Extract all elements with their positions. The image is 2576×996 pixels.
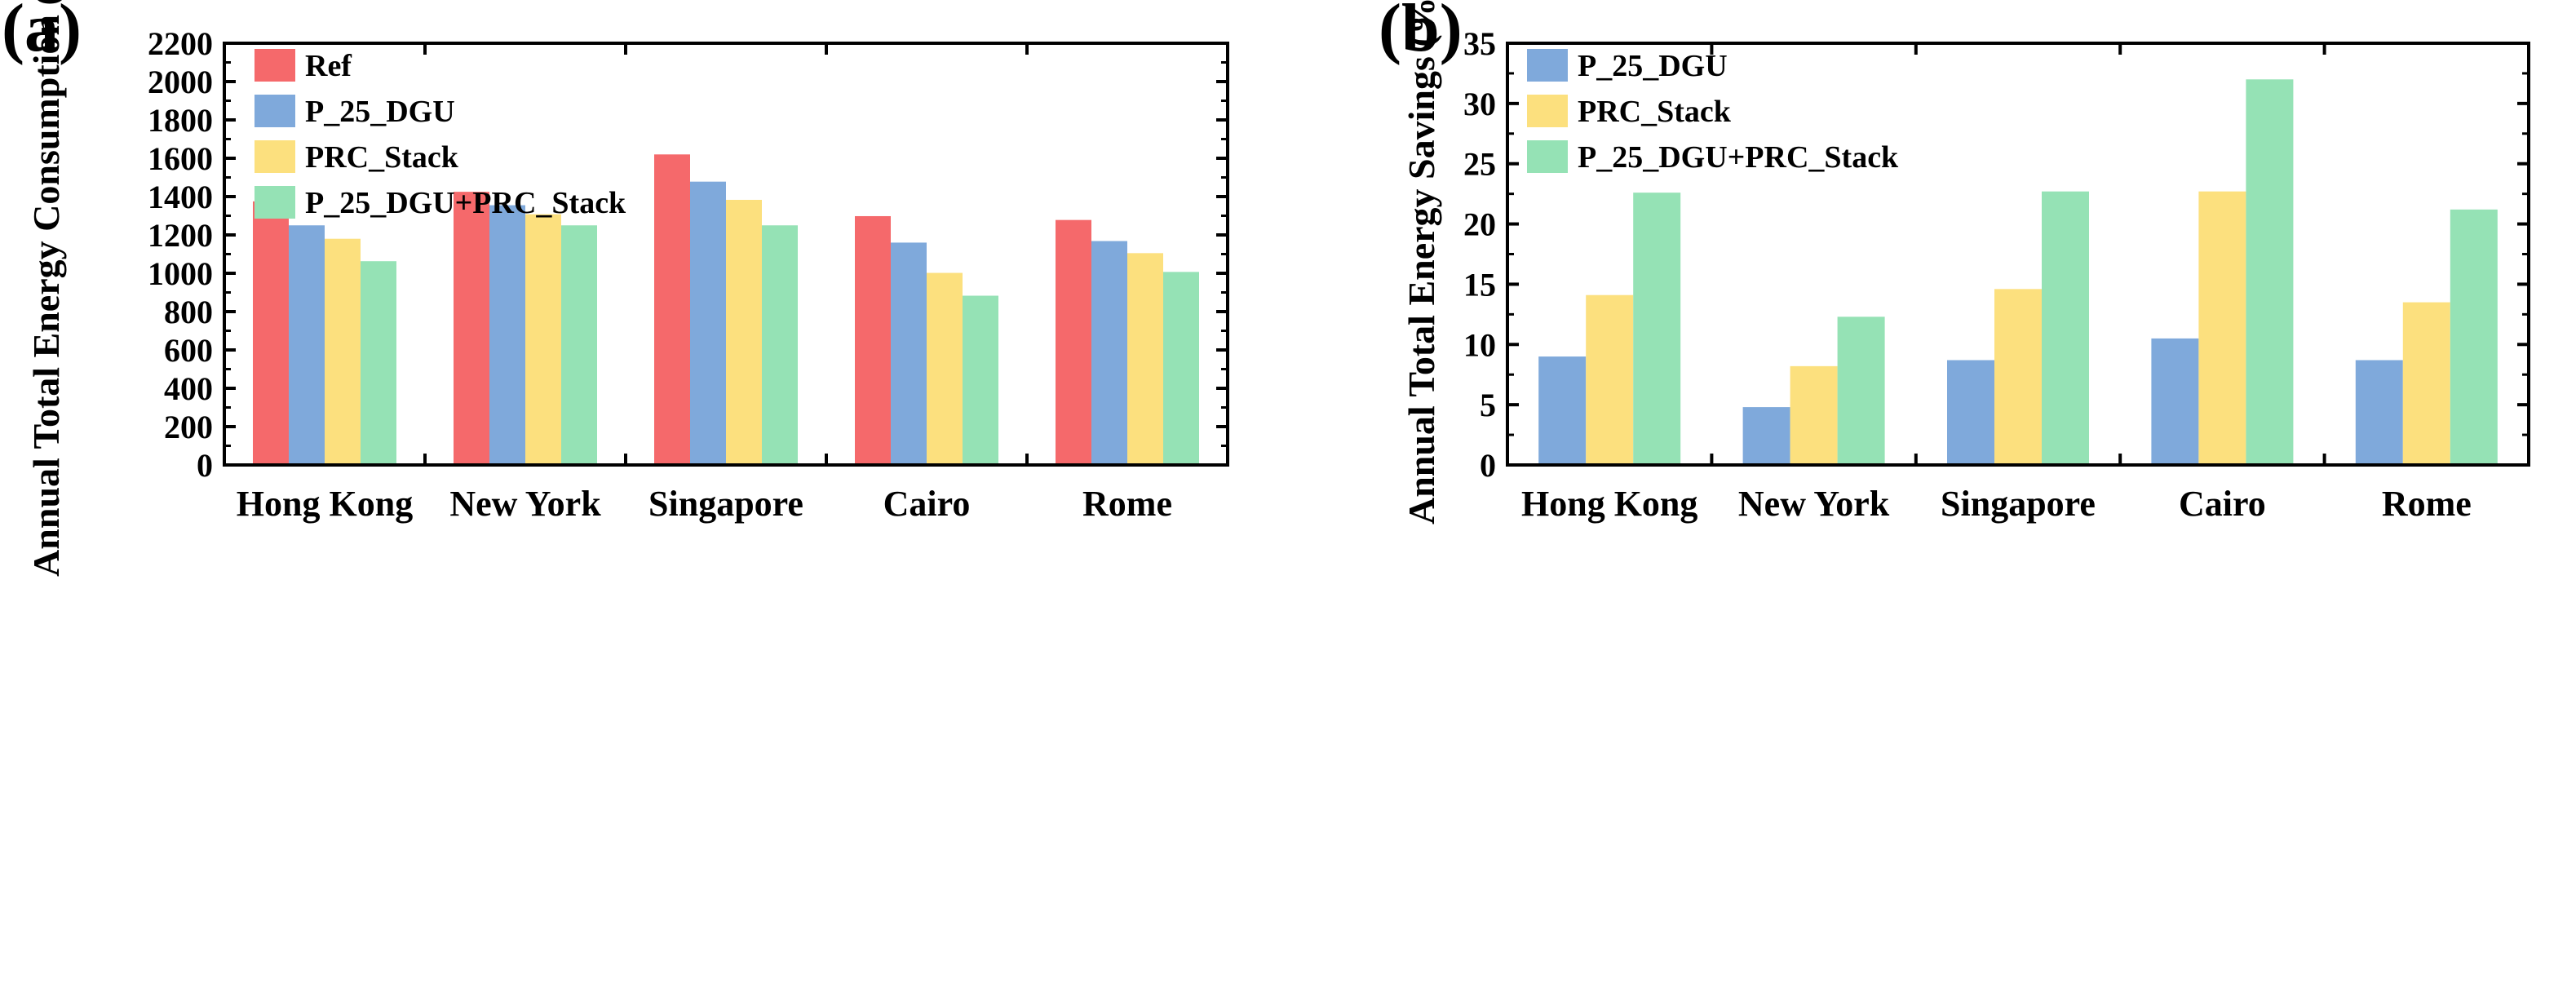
bar-PRC_Stack-Rome [2402, 302, 2450, 465]
x-category-label: Cairo [883, 484, 971, 524]
bar-P_25_DGU+PRC_Stack-Cairo [2246, 79, 2294, 466]
bar-P_25_DGU-Cairo [891, 242, 927, 465]
legend-swatch-P_25_DGU [255, 95, 295, 127]
bar-Ref-Singapore [654, 154, 690, 466]
legend-label: Ref [305, 49, 352, 83]
panel-label: (a) [2, 0, 82, 66]
bar-P_25_DGU+PRC_Stack-Cairo [963, 295, 998, 465]
bar-PRC_Stack-Cairo [927, 272, 963, 465]
x-category-label: New York [1738, 484, 1890, 524]
bar-P_25_DGU+PRC_Stack-New York [561, 225, 597, 465]
legend-label: P_25_DGU+PRC_Stack [1578, 140, 1899, 175]
y-tick-label: 0 [1480, 447, 1496, 484]
bar-P_25_DGU-New York [1742, 407, 1790, 465]
bar-PRC_Stack-Hong Kong [325, 238, 361, 465]
legend-swatch-Ref [255, 49, 295, 82]
bar-P_25_DGU+PRC_Stack-New York [1837, 317, 1885, 465]
y-tick-label: 25 [1463, 146, 1496, 183]
y-tick-label: 1800 [148, 102, 213, 139]
legend-swatch-P_25_DGU+PRC_Stack [255, 186, 295, 219]
y-tick-label: 30 [1463, 86, 1496, 122]
y-tick-label: 2000 [148, 64, 213, 100]
y-tick-label: 35 [1463, 25, 1496, 62]
bar-Ref-Hong Kong [253, 201, 289, 465]
y-tick-label: 400 [164, 370, 213, 407]
bar-P_25_DGU-Hong Kong [289, 225, 325, 465]
y-tick-label: 5 [1480, 387, 1496, 423]
bar-PRC_Stack-Singapore [726, 199, 762, 465]
legend-label: P_25_DGU+PRC_Stack [305, 186, 626, 220]
bar-PRC_Stack-Singapore [1994, 289, 2042, 465]
x-category-label: Singapore [1941, 484, 2096, 524]
chart-panel-0: 0200400600800100012001400160018002000220… [2, 0, 1229, 577]
bar-P_25_DGU-Rome [1091, 241, 1127, 465]
panel-label: (b) [1379, 0, 1463, 66]
y-tick-label: 2200 [148, 25, 213, 62]
y-tick-label: 10 [1463, 326, 1496, 363]
x-category-label: Cairo [2179, 484, 2266, 524]
bar-P_25_DGU-New York [489, 205, 525, 465]
bar-Ref-Cairo [855, 215, 891, 465]
bar-PRC_Stack-New York [1790, 365, 1838, 465]
bar-PRC_Stack-Hong Kong [1586, 294, 1634, 465]
y-tick-label: 1400 [148, 179, 213, 215]
x-category-label: Hong Kong [1521, 484, 1697, 524]
y-tick-label: 15 [1463, 266, 1496, 303]
y-tick-label: 0 [197, 447, 213, 484]
y-axis-label: Annual Total Energy Consumption (GJ) [25, 0, 67, 577]
chart-panel-1: 0 5 10 15 20 25 30 35 Hong Kong New York Singapore… [1379, 0, 2530, 525]
x-category-label: Rome [1082, 484, 1172, 524]
x-category-label: New York [449, 484, 601, 524]
y-axis-label: Annual Total Energy Savings (%) [1401, 0, 1442, 525]
bar-P_25_DGU+PRC_Stack-Hong Kong [361, 261, 396, 465]
legend-swatch-PRC_Stack [1527, 95, 1568, 127]
bar-P_25_DGU+PRC_Stack-Rome [1163, 272, 1199, 465]
y-tick-label: 1200 [148, 217, 213, 254]
bar-P_25_DGU+PRC_Stack-Singapore [762, 225, 798, 465]
bar-PRC_Stack-Rome [1127, 253, 1163, 465]
bar-P_25_DGU+PRC_Stack-Singapore [2042, 191, 2089, 465]
y-tick-label: 1600 [148, 140, 213, 177]
bar-P_25_DGU+PRC_Stack-Rome [2450, 209, 2498, 465]
bar-P_25_DGU-Hong Kong [1538, 356, 1587, 465]
bar-PRC_Stack-New York [525, 214, 561, 465]
legend-swatch-P_25_DGU+PRC_Stack [1527, 140, 1568, 173]
legend-label: P_25_DGU [1578, 49, 1728, 83]
bar-P_25_DGU-Singapore [690, 181, 726, 466]
legend-swatch-PRC_Stack [255, 140, 295, 173]
bar-Ref-New York [454, 192, 489, 465]
x-category-label: Hong Kong [237, 484, 413, 524]
bar-P_25_DGU-Cairo [2151, 338, 2199, 465]
y-tick-label: 1000 [148, 255, 213, 292]
y-tick-label: 800 [164, 294, 213, 330]
x-category-label: Rome [2382, 484, 2472, 524]
bar-P_25_DGU+PRC_Stack-Hong Kong [1633, 193, 1681, 465]
legend-label: PRC_Stack [305, 140, 459, 175]
y-tick-label: 600 [164, 332, 213, 369]
bar-P_25_DGU-Singapore [1947, 360, 1994, 465]
legend-label: P_25_DGU [305, 95, 455, 129]
x-category-label: Singapore [648, 484, 803, 524]
y-tick-label: 20 [1463, 206, 1496, 243]
bar-Ref-Rome [1056, 219, 1091, 465]
bar-PRC_Stack-Cairo [2198, 191, 2246, 465]
bar-P_25_DGU-Rome [2355, 360, 2403, 465]
y-tick-label: 200 [164, 409, 213, 445]
legend-label: PRC_Stack [1578, 95, 1732, 129]
legend-swatch-P_25_DGU [1527, 49, 1568, 82]
